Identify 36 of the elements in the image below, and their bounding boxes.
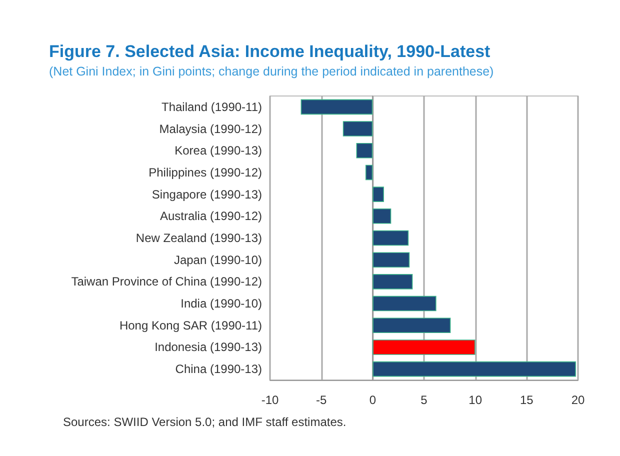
y-tick-label: Korea (1990-13) — [174, 144, 262, 158]
x-tick-label: 5 — [420, 393, 428, 407]
bar — [372, 230, 409, 246]
x-tick-label: 20 — [571, 393, 585, 407]
bar — [300, 99, 373, 115]
y-tick-label: Indonesia (1990-13) — [154, 340, 262, 354]
y-tick-label: Malaysia (1990-12) — [159, 122, 262, 136]
bar — [356, 142, 373, 158]
y-tick-label: Australia (1990-12) — [160, 209, 262, 224]
bar — [372, 361, 576, 377]
bar — [372, 296, 436, 312]
y-tick-label: India (1990-10) — [180, 296, 262, 311]
bar — [342, 121, 373, 136]
y-tick-label: New Zealand (1990-13) — [136, 231, 262, 245]
bar — [372, 274, 413, 290]
bar — [372, 186, 384, 202]
bar — [372, 252, 410, 268]
y-tick-label: Japan (1990-10) — [174, 252, 262, 267]
chart-title: Figure 7. Selected Asia: Income Inequality, 1990-Latest — [49, 42, 491, 61]
bar — [372, 340, 476, 355]
y-tick-label: Thailand (1990-11) — [161, 100, 262, 114]
y-tick-label: China (1990-13) — [175, 362, 262, 376]
y-tick-label: Singapore (1990-13) — [152, 187, 262, 202]
x-tick-label: -10 — [261, 393, 279, 407]
bar — [372, 318, 451, 334]
bar — [365, 164, 373, 180]
bar — [372, 208, 392, 224]
y-tick-label: Philippines (1990-12) — [148, 165, 262, 180]
source-note: Sources: SWIID Version 5.0; and IMF staff estimates. — [63, 415, 346, 429]
x-tick-label: 15 — [520, 393, 534, 407]
x-tick-label: 0 — [369, 393, 376, 407]
x-tick-label: -5 — [316, 393, 327, 407]
chart-subtitle: (Net Gini Index; in Gini points; change during the period indicated in parenthese) — [49, 64, 494, 78]
x-tick-label: 10 — [468, 393, 482, 407]
y-tick-label: Hong Kong SAR (1990-11) — [119, 318, 262, 332]
y-tick-label: Taiwan Province of China (1990-12) — [71, 274, 262, 289]
